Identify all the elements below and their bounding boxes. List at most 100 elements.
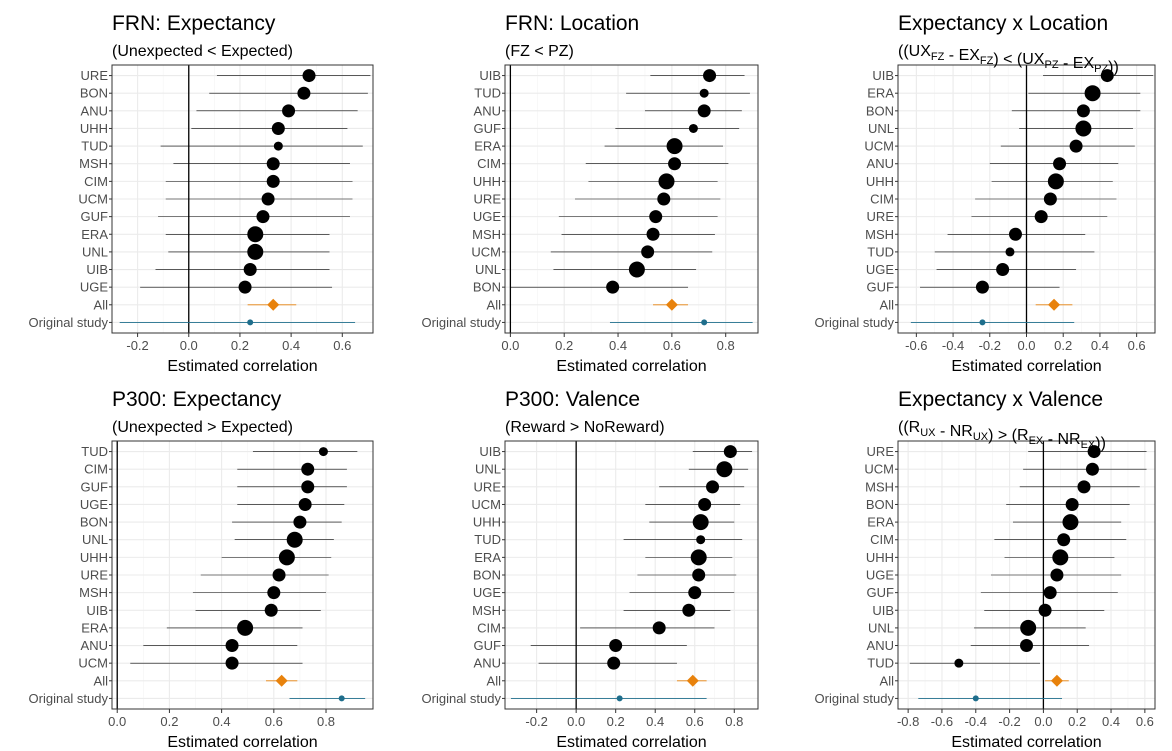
x-tick-label: 0.4 bbox=[1102, 714, 1120, 729]
site-point-anu bbox=[225, 639, 239, 653]
category-label: All bbox=[880, 297, 895, 312]
site-point-tud bbox=[273, 141, 283, 151]
site-point-msh bbox=[267, 586, 281, 600]
category-label: Original study bbox=[29, 691, 109, 706]
category-label: All bbox=[94, 297, 109, 312]
category-label: BON bbox=[80, 86, 108, 101]
category-label: CIM bbox=[477, 620, 501, 635]
category-label: UGE bbox=[473, 585, 502, 600]
site-point-era bbox=[666, 138, 683, 155]
category-label: ANU bbox=[867, 156, 894, 171]
site-point-unl bbox=[716, 461, 733, 478]
site-point-msh bbox=[646, 227, 660, 241]
x-tick-label: 0.8 bbox=[717, 338, 735, 353]
site-point-tud bbox=[1005, 247, 1015, 257]
site-point-bon bbox=[1065, 497, 1079, 511]
panel-subtitle: ((UXFZ - EXFZ) < (UXPZ - EXPZ)) bbox=[898, 43, 1119, 76]
category-label: URE bbox=[474, 192, 502, 207]
category-label: GUF bbox=[867, 280, 895, 295]
x-axis-title: Estimated correlation bbox=[167, 734, 317, 751]
x-tick-label: -0.2 bbox=[525, 714, 547, 729]
site-point-cim bbox=[652, 621, 666, 635]
x-tick-label: 0.2 bbox=[1068, 714, 1086, 729]
panel-title: FRN: Expectancy bbox=[112, 12, 276, 35]
category-label: UCM bbox=[864, 462, 894, 477]
site-point-uhh bbox=[271, 121, 285, 135]
category-label: BON bbox=[473, 280, 501, 295]
site-point-uib bbox=[703, 69, 717, 83]
site-point-uib bbox=[264, 603, 278, 617]
category-label: ANU bbox=[474, 103, 501, 118]
category-label: MSH bbox=[472, 227, 501, 242]
site-point-msh bbox=[682, 603, 696, 617]
site-point-unl bbox=[1075, 120, 1092, 137]
category-label: CIM bbox=[477, 156, 501, 171]
site-point-bon bbox=[297, 86, 311, 100]
x-tick-label: 0.6 bbox=[1128, 338, 1146, 353]
category-label: Original study bbox=[815, 691, 895, 706]
panel-1: UIB TUD ANU GUF ERA CIM UHH URE UGE MSH UCM UNL BON A… bbox=[422, 12, 759, 375]
x-axis-title: Estimated correlation bbox=[951, 734, 1101, 751]
category-label: CIM bbox=[84, 174, 108, 189]
category-label: GUF bbox=[474, 121, 502, 136]
category-label: MSH bbox=[79, 156, 108, 171]
x-tick-label: 0.6 bbox=[686, 714, 704, 729]
category-label: UNL bbox=[82, 532, 108, 547]
site-point-uhh bbox=[658, 173, 675, 190]
category-label: UNL bbox=[475, 462, 501, 477]
site-point-bon bbox=[293, 515, 307, 529]
site-point-tud bbox=[699, 88, 709, 98]
site-point-era bbox=[247, 226, 264, 243]
category-label: UGE bbox=[866, 568, 895, 583]
site-point-guf bbox=[301, 480, 315, 494]
x-axis-title: Estimated correlation bbox=[167, 358, 317, 375]
panel-title: P300: Expectancy bbox=[112, 388, 282, 411]
category-label: BON bbox=[80, 515, 108, 530]
site-point-anu bbox=[1020, 639, 1033, 653]
site-point-ucm bbox=[225, 656, 239, 670]
panel-border bbox=[504, 64, 759, 334]
category-label: TUD bbox=[867, 244, 894, 259]
site-point-anu bbox=[697, 104, 711, 118]
category-label: UHH bbox=[866, 174, 894, 189]
x-tick-label: 0.6 bbox=[1136, 714, 1154, 729]
site-point-cim bbox=[1043, 192, 1057, 206]
site-point-unl bbox=[1020, 619, 1037, 636]
site-point-ure bbox=[272, 568, 286, 582]
category-label: All bbox=[880, 673, 895, 688]
site-point-uge bbox=[649, 210, 663, 224]
site-point-era bbox=[1084, 85, 1101, 102]
category-label: MSH bbox=[79, 585, 108, 600]
x-tick-label: -0.2 bbox=[979, 338, 1001, 353]
category-label: All bbox=[487, 297, 502, 312]
original-study-point bbox=[979, 319, 986, 326]
x-tick-label: 0.4 bbox=[1091, 338, 1109, 353]
site-point-era bbox=[1062, 514, 1079, 531]
category-label: UGE bbox=[80, 280, 109, 295]
category-label: UCM bbox=[78, 656, 108, 671]
x-tick-label: 0.2 bbox=[1054, 338, 1072, 353]
site-point-ure bbox=[1034, 210, 1048, 224]
category-label: URE bbox=[474, 479, 502, 494]
category-label: URE bbox=[867, 209, 895, 224]
site-point-uhh bbox=[1047, 173, 1064, 190]
site-point-unl bbox=[628, 261, 645, 278]
category-label: UIB bbox=[872, 603, 894, 618]
pooled-estimate-diamond bbox=[275, 674, 288, 687]
category-label: MSH bbox=[472, 603, 501, 618]
category-label: URE bbox=[81, 68, 109, 83]
category-label: All bbox=[487, 673, 502, 688]
category-label: Original study bbox=[29, 315, 109, 330]
x-tick-label: -0.4 bbox=[965, 714, 987, 729]
site-point-anu bbox=[607, 656, 621, 670]
category-label: BON bbox=[473, 568, 501, 583]
category-label: UNL bbox=[868, 620, 894, 635]
category-label: UNL bbox=[475, 262, 501, 277]
site-point-uhh bbox=[278, 549, 295, 566]
category-label: BON bbox=[866, 103, 894, 118]
category-label: TUD bbox=[867, 656, 894, 671]
x-tick-label: -0.8 bbox=[897, 714, 919, 729]
pooled-estimate-diamond bbox=[665, 298, 678, 311]
panel-3: TUD CIM GUF UGE BON UNL UHH URE MSH UIB ERA ANU UCM A… bbox=[29, 388, 374, 751]
x-tick-label: -0.4 bbox=[942, 338, 964, 353]
